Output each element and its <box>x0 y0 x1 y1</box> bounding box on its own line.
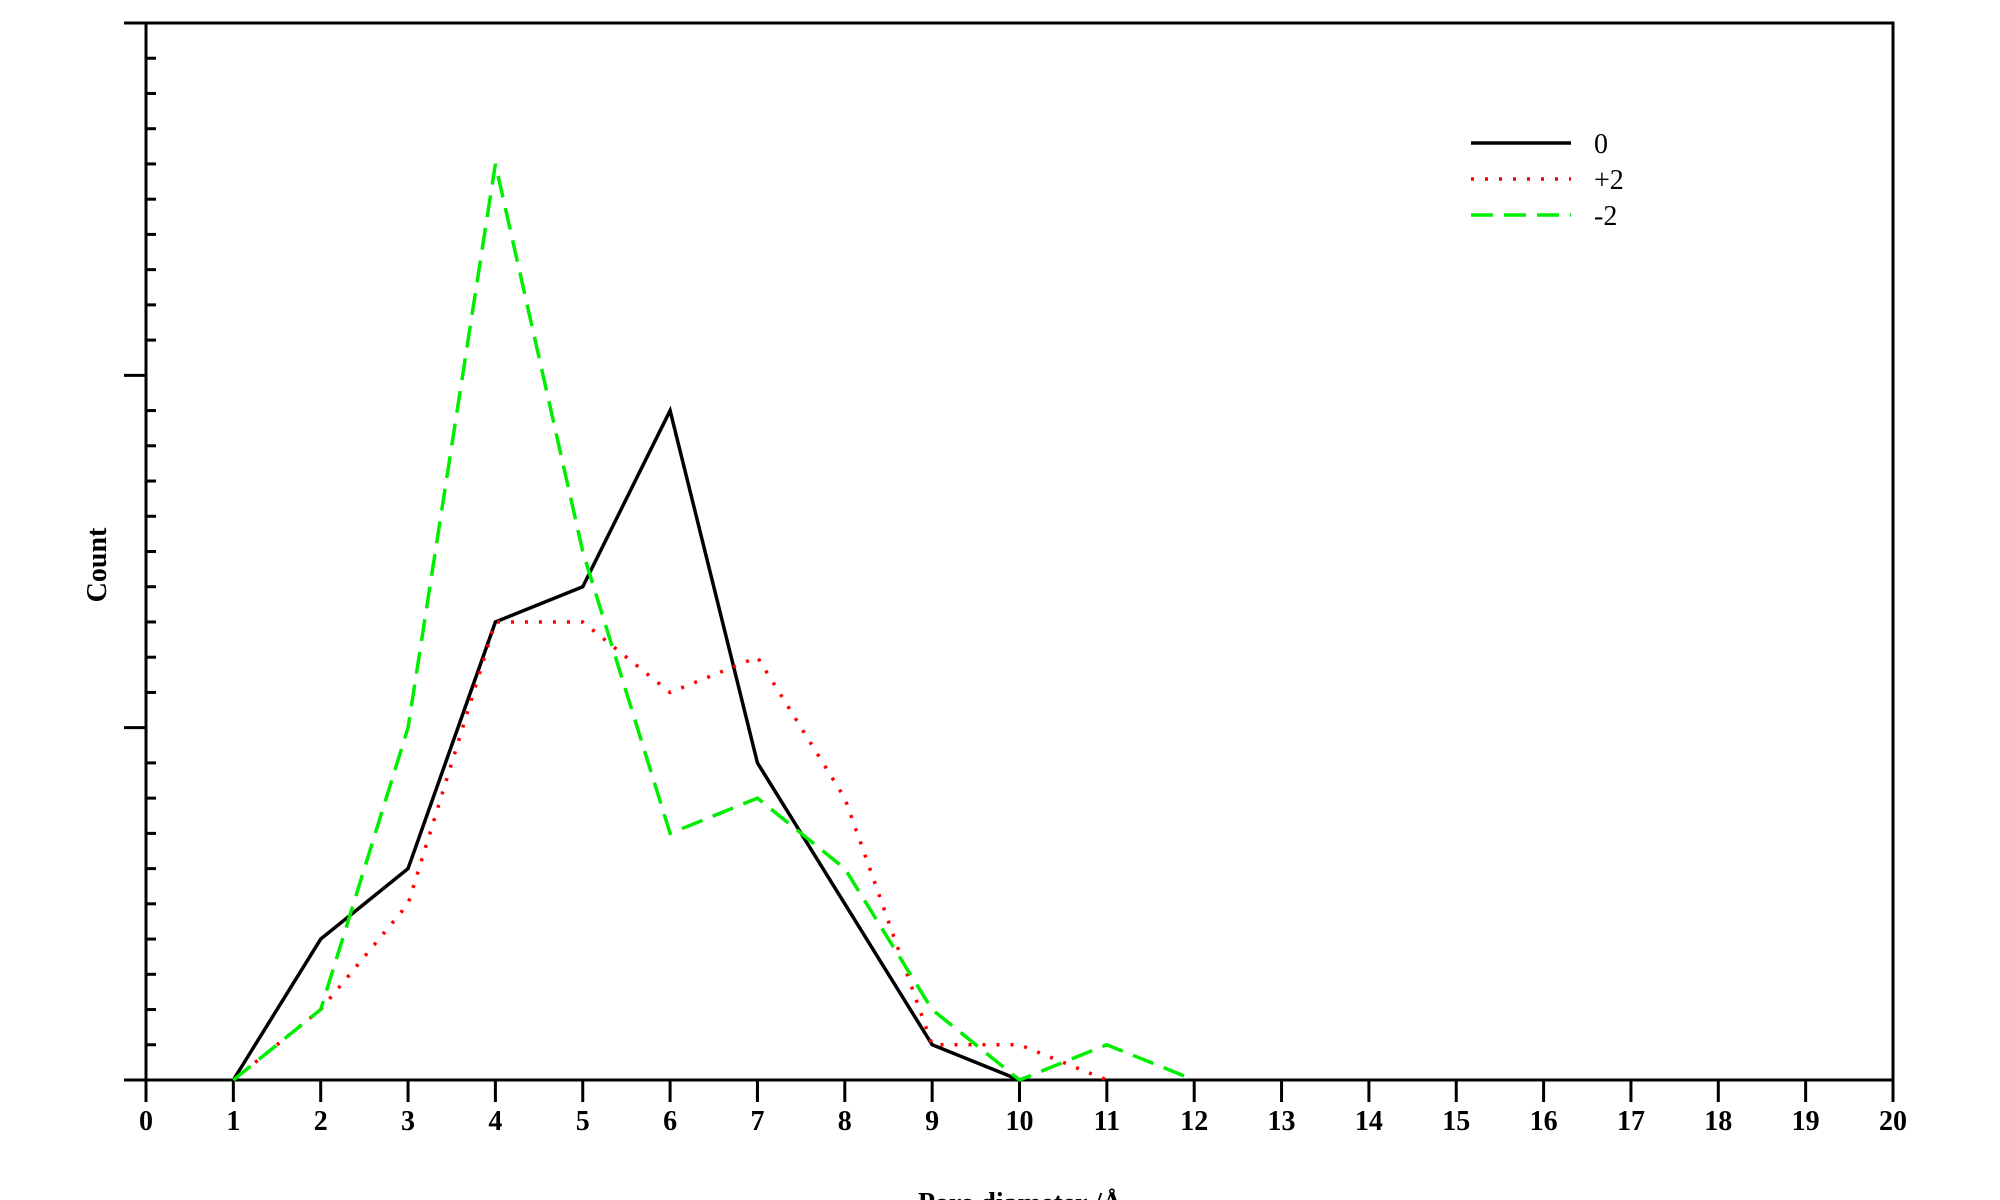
x-tick-label: 1 <box>226 1106 240 1137</box>
x-tick-label: 16 <box>1530 1106 1558 1137</box>
x-tick-label: 4 <box>488 1106 502 1137</box>
y-ticks <box>124 21 156 1082</box>
x-tick-label: 2 <box>314 1106 328 1137</box>
x-tick-label: 13 <box>1268 1106 1296 1137</box>
x-tick-label: 10 <box>1006 1106 1034 1137</box>
series-line-1 <box>232 620 1108 1082</box>
x-tick-label: 8 <box>838 1106 852 1137</box>
x-tick-label: 17 <box>1617 1106 1645 1137</box>
x-tick-label: 20 <box>1879 1106 1907 1137</box>
legend-label: -2 <box>1594 201 1617 232</box>
x-tick-label: 9 <box>925 1106 939 1137</box>
series-group <box>231 163 1195 1083</box>
x-tick-label: 19 <box>1792 1106 1820 1137</box>
x-tick-label: 11 <box>1094 1106 1120 1137</box>
legend-label: 0 <box>1594 129 1608 160</box>
x-tick-label: 0 <box>139 1106 153 1137</box>
x-tick-label: 15 <box>1442 1106 1470 1137</box>
legend-label: +2 <box>1594 165 1624 196</box>
x-ticks: 0 1 2 3 4 5 6 7 8 9 10 11 12 13 14 15 16 17 18 19 20 <box>139 1080 1907 1137</box>
y-axis-label: Count <box>82 527 113 602</box>
x-tick-label: 14 <box>1355 1106 1383 1137</box>
x-tick-label: 7 <box>750 1106 764 1137</box>
x-axis-label: Pore diameter /Å <box>918 1188 1123 1200</box>
series-line-2 <box>232 163 1195 1083</box>
plot-frame <box>144 21 1895 1082</box>
legend: 0 +2 -2 <box>1471 129 1624 232</box>
x-tick-label: 12 <box>1180 1106 1208 1137</box>
x-tick-label: 18 <box>1704 1106 1732 1137</box>
x-tick-label: 3 <box>401 1106 415 1137</box>
x-tick-label: 6 <box>663 1106 677 1137</box>
x-tick-label: 5 <box>576 1106 590 1137</box>
series-line-0 <box>231 405 1021 1082</box>
